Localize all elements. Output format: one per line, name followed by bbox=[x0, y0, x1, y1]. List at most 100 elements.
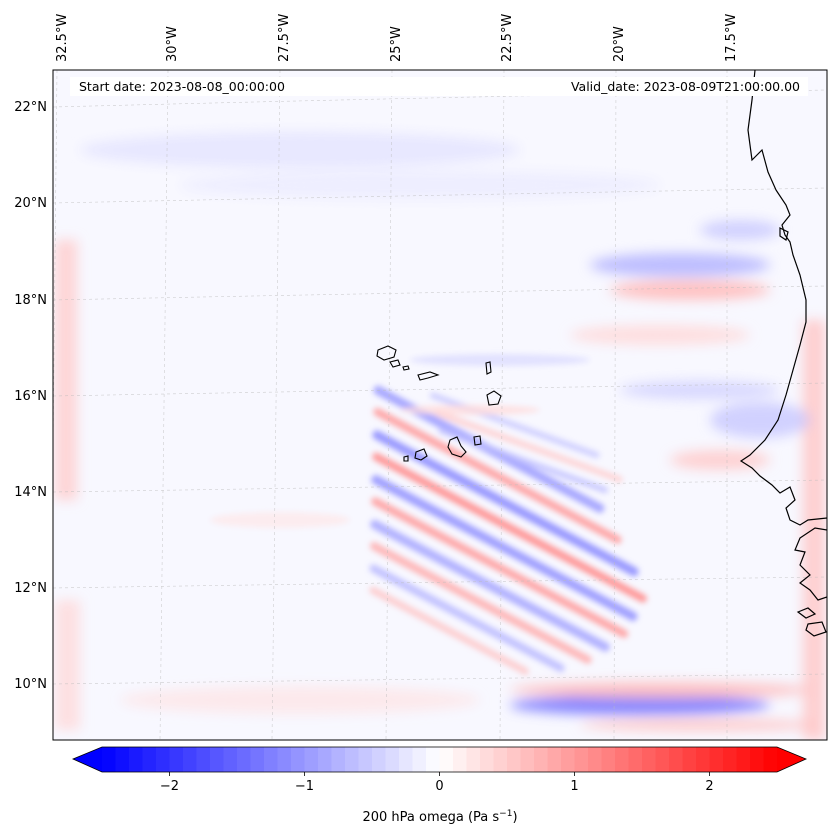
island-boa-vista bbox=[486, 390, 502, 406]
lat-gridline bbox=[53, 576, 827, 589]
lon-gridline bbox=[271, 70, 281, 740]
lon-gridline bbox=[613, 70, 617, 740]
lat-gridline bbox=[53, 187, 827, 204]
africa-coastline bbox=[739, 70, 827, 526]
colorbar-tick-label: 2 bbox=[705, 779, 713, 794]
colorbar-step bbox=[601, 747, 616, 772]
colorbar-step bbox=[669, 747, 683, 772]
island-sao-nicolau bbox=[417, 371, 440, 381]
colorbar-extend-max bbox=[777, 747, 806, 772]
latitude-labels: 22°N 20°N 18°N 16°N 14°N 12°N 10°N bbox=[14, 100, 47, 692]
colorbar: −2 −1 0 1 2 200 hPa omega (Pa s−1) bbox=[71, 746, 808, 825]
colorbar-tick-label: 0 bbox=[435, 779, 443, 794]
start-date-label: Start date: 2023-08-08_00:00:00 bbox=[79, 79, 285, 94]
colorbar-step bbox=[277, 747, 292, 772]
lon-label: 25°W bbox=[389, 26, 404, 62]
colorbar-step bbox=[142, 747, 157, 772]
colorbar-step bbox=[736, 747, 751, 772]
colorbar-step bbox=[588, 747, 602, 772]
colorbar-step bbox=[115, 747, 130, 772]
colorbar-step bbox=[399, 747, 413, 772]
colorbar-step bbox=[534, 747, 548, 772]
gridlines bbox=[53, 70, 827, 740]
lon-gridline bbox=[499, 70, 505, 740]
island-brava bbox=[403, 455, 409, 462]
colorbar-step bbox=[520, 747, 535, 772]
colorbar-tick-label: −1 bbox=[295, 779, 314, 794]
colorbar-tick-label: −2 bbox=[160, 779, 179, 794]
colorbar-step bbox=[763, 747, 778, 772]
colorbar-step bbox=[304, 747, 319, 772]
colorbar-extend-min bbox=[73, 747, 102, 772]
colorbar-outline bbox=[71, 746, 808, 773]
lon-label: 30°W bbox=[165, 26, 180, 62]
colorbar-step bbox=[547, 747, 562, 772]
lat-gridline bbox=[53, 673, 827, 685]
colorbar-step bbox=[655, 747, 670, 772]
island-sao-vicente bbox=[389, 359, 401, 368]
lat-gridline bbox=[53, 89, 827, 108]
island-sal bbox=[485, 361, 492, 375]
lon-gridline bbox=[159, 70, 169, 740]
lat-label: 10°N bbox=[14, 677, 47, 692]
lon-label: 20°W bbox=[612, 26, 627, 62]
coast-bissau bbox=[794, 527, 827, 601]
colorbar-step bbox=[709, 747, 724, 772]
coastlines bbox=[739, 70, 827, 637]
colorbar-step bbox=[237, 747, 251, 772]
lon-label: 17.5°W bbox=[724, 14, 739, 62]
island-santiago bbox=[447, 436, 467, 458]
colorbar-step bbox=[615, 747, 629, 772]
date-header-background bbox=[70, 77, 808, 96]
colorbar-step bbox=[574, 747, 589, 772]
island-santa-luzia bbox=[402, 365, 410, 371]
colorbar-step bbox=[318, 747, 332, 772]
colorbar-ticks: −2 −1 0 1 2 bbox=[160, 772, 714, 794]
colorbar-step bbox=[196, 747, 211, 772]
colorbar-step bbox=[561, 747, 575, 772]
lat-label: 14°N bbox=[14, 485, 47, 500]
colorbar-step bbox=[480, 747, 494, 772]
map-area bbox=[53, 70, 827, 740]
colorbar-step bbox=[453, 747, 467, 772]
colorbar-step bbox=[466, 747, 481, 772]
island-santo-antao bbox=[376, 345, 397, 361]
colorbar-label: 200 hPa omega (Pa s−1) bbox=[362, 809, 517, 825]
colorbar-step bbox=[372, 747, 386, 772]
colorbar-step bbox=[264, 747, 278, 772]
lat-gridline bbox=[53, 479, 827, 493]
lon-label: 32.5°W bbox=[55, 14, 70, 62]
colorbar-step bbox=[628, 747, 643, 772]
lat-gridline bbox=[53, 382, 827, 397]
colorbar-step bbox=[210, 747, 224, 772]
lat-label: 16°N bbox=[14, 389, 47, 404]
valid-date-label: Valid_date: 2023-08-09T21:00:00.00 bbox=[571, 79, 800, 94]
colorbar-step bbox=[439, 747, 454, 772]
colorbar-step bbox=[696, 747, 710, 772]
colorbar-step bbox=[723, 747, 737, 772]
colorbar-step bbox=[642, 747, 656, 772]
colorbar-step bbox=[291, 747, 305, 772]
colorbar-step bbox=[493, 747, 508, 772]
colorbar-step bbox=[412, 747, 427, 772]
colorbar-step bbox=[102, 747, 116, 772]
colorbar-step bbox=[183, 747, 197, 772]
lat-label: 18°N bbox=[14, 293, 47, 308]
map-frame bbox=[52, 69, 828, 741]
lat-gridline bbox=[53, 285, 827, 301]
colorbar-step bbox=[385, 747, 400, 772]
lon-label: 22.5°W bbox=[500, 14, 515, 62]
map-background bbox=[53, 70, 827, 740]
colorbar-step bbox=[507, 747, 521, 772]
colorbar-step bbox=[223, 747, 238, 772]
colorbar-step bbox=[750, 747, 764, 772]
cape-verde-islands bbox=[376, 345, 502, 462]
island-maio bbox=[473, 435, 482, 446]
colorbar-step bbox=[358, 747, 373, 772]
colorbar-tick-label: 1 bbox=[570, 779, 578, 794]
lat-label: 12°N bbox=[14, 581, 47, 596]
colorbar-step bbox=[129, 747, 143, 772]
colorbar-step bbox=[169, 747, 184, 772]
lon-label: 27.5°W bbox=[277, 14, 292, 62]
